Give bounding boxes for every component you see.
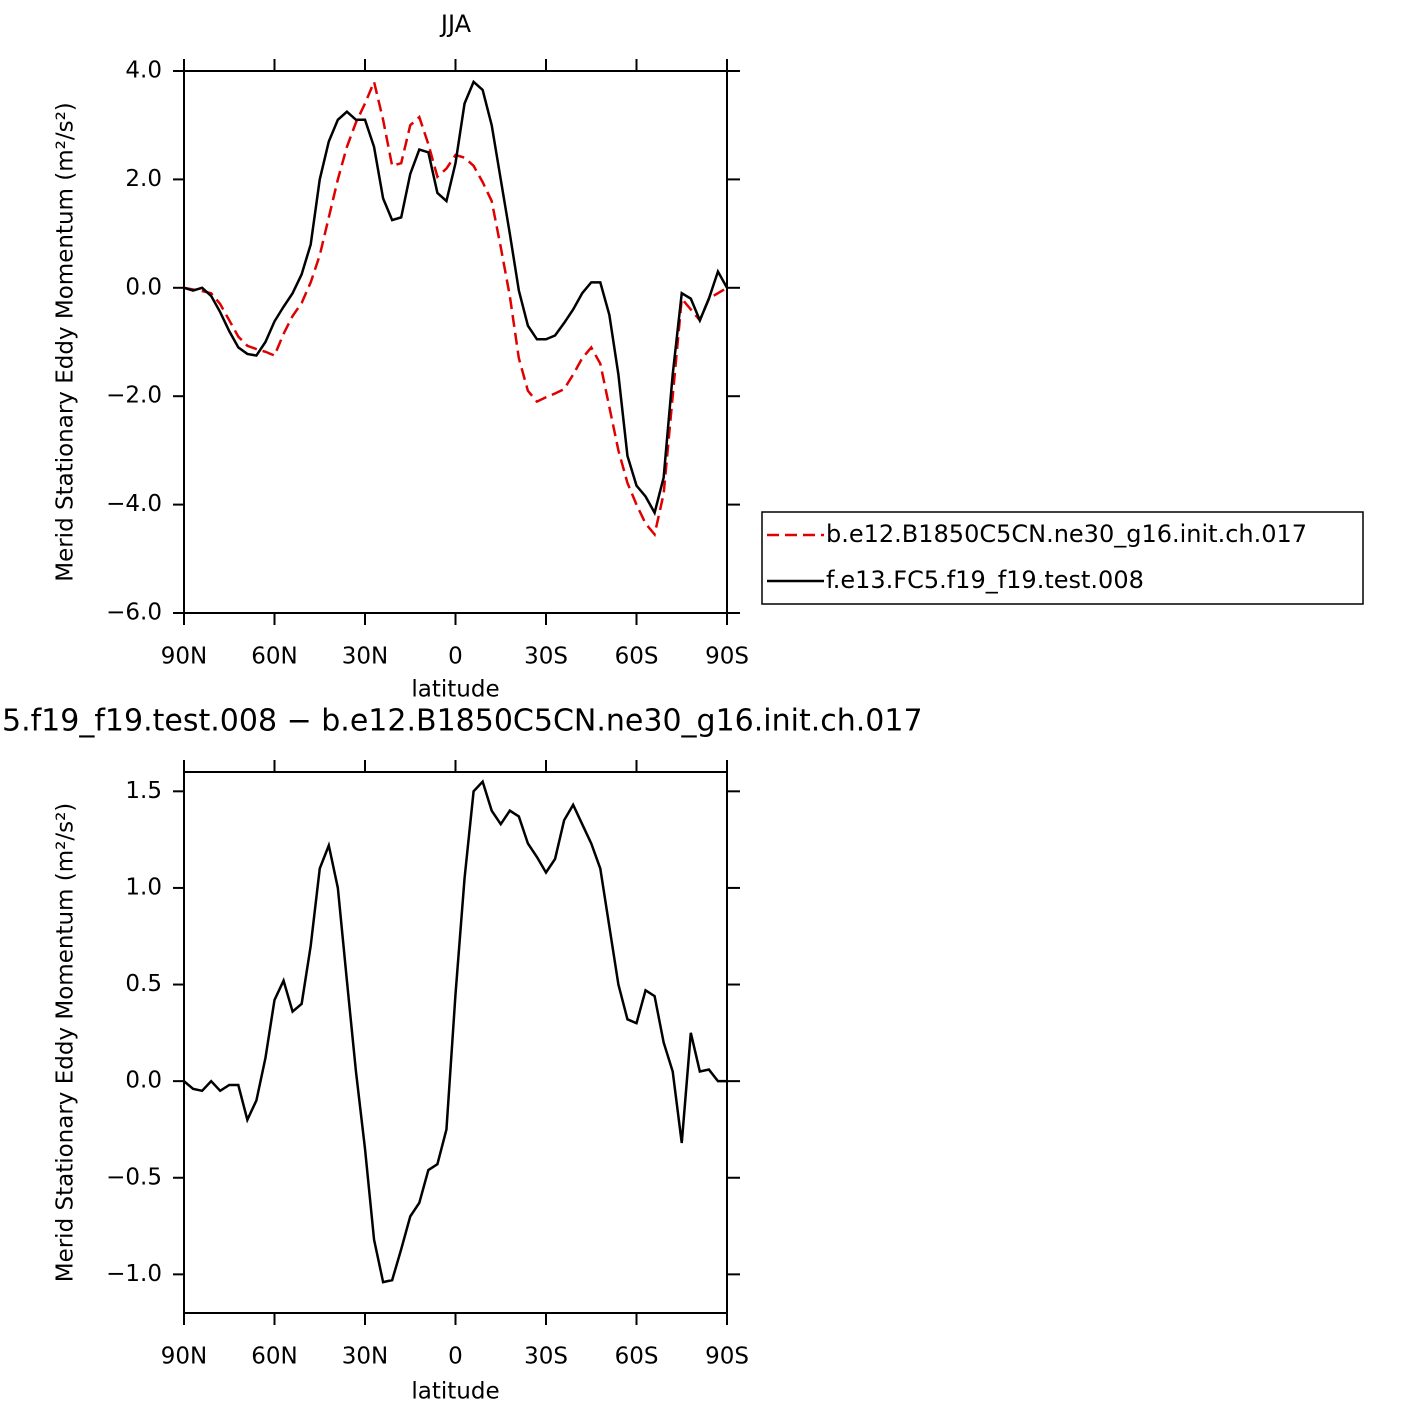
x-axis-label: latitude	[411, 1379, 499, 1405]
y-tick-label: −1.0	[106, 1261, 162, 1287]
x-tick-label: 30N	[342, 1344, 388, 1370]
y-tick-label: 0.0	[125, 1068, 162, 1094]
x-tick-label: 60N	[251, 644, 297, 670]
y-tick-label: 1.5	[125, 778, 162, 804]
y-tick-label: 1.0	[125, 874, 162, 900]
y-tick-label: 0.5	[125, 971, 162, 997]
chart-title: 5.f19_f19.test.008 − b.e12.B1850C5CN.ne3…	[2, 704, 923, 739]
series-line	[183, 79, 729, 517]
legend-label: f.e13.FC5.f19_f19.test.008	[826, 566, 1144, 594]
x-tick-label: 0	[448, 644, 463, 670]
y-tick-label: 2.0	[125, 166, 162, 192]
y-tick-label: −4.0	[106, 491, 162, 517]
x-tick-label: 90N	[161, 1344, 207, 1370]
y-axis-label: Merid Stationary Eddy Momentum (m²/s²)	[53, 803, 79, 1283]
chart-title: JJA	[439, 10, 472, 38]
y-tick-label: 0.0	[125, 274, 162, 300]
x-tick-label: 30N	[342, 644, 388, 670]
x-tick-label: 90N	[161, 644, 207, 670]
y-tick-label: 4.0	[125, 58, 162, 84]
x-tick-label: 60N	[251, 1344, 297, 1370]
x-tick-label: 90S	[705, 1344, 749, 1370]
x-tick-label: 90S	[705, 644, 749, 670]
plot-frame	[183, 771, 728, 1314]
x-tick-label: 30S	[524, 644, 568, 670]
y-tick-label: −6.0	[106, 600, 162, 626]
y-tick-label: −2.0	[106, 383, 162, 409]
x-tick-label: 60S	[615, 644, 659, 670]
y-axis-label: Merid Stationary Eddy Momentum (m²/s²)	[53, 102, 79, 582]
x-tick-label: 30S	[524, 1344, 568, 1370]
series-line	[183, 77, 728, 538]
series-line	[183, 779, 727, 1284]
x-axis-label: latitude	[411, 677, 499, 703]
plot-frame	[183, 70, 728, 614]
legend-box	[761, 511, 1364, 605]
x-tick-label: 60S	[615, 1344, 659, 1370]
x-tick-label: 0	[448, 1344, 463, 1370]
legend-label: b.e12.B1850C5CN.ne30_g16.init.ch.017	[826, 520, 1307, 548]
y-tick-label: −0.5	[106, 1164, 162, 1190]
